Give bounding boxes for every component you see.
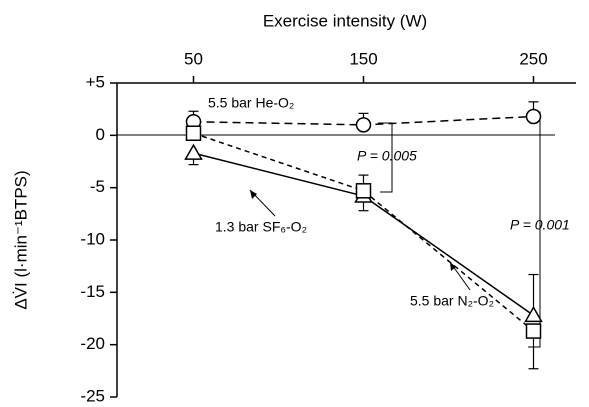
marker [525,323,542,339]
series-line [193,132,534,332]
x-tick-label: 250 [519,49,547,68]
y-tick-label: -20 [80,334,105,353]
series-label: 1.3 bar SF₆-O₂ [215,219,307,235]
marker [185,125,202,141]
y-tick-label: 0 [96,125,105,144]
y-tick-label: -5 [90,177,105,196]
arrow-head [450,262,456,271]
y-axis-label: ΔV̇I (l·min⁻¹BTPS) [11,170,30,309]
y-tick-label: -15 [80,282,105,301]
marker [524,305,543,323]
y-tick-label: -25 [80,386,105,405]
marker [184,143,203,160]
y-tick-label: -10 [80,229,105,248]
x-tick-label: 50 [184,49,203,68]
marker [355,183,372,199]
series-label: 5.5 bar N₂-O₂ [410,293,494,309]
marker [525,108,542,125]
x-tick-label: 150 [349,49,377,68]
chart-title: Exercise intensity (W) [263,11,427,30]
y-tick-label: +5 [86,72,105,91]
series-label: 5.5 bar He-O₂ [208,95,294,111]
marker [355,117,372,133]
arrow-head [250,190,257,199]
bracket [378,122,393,193]
annotation: P = 0.001 [510,217,570,233]
annotation: P = 0.005 [357,148,417,164]
